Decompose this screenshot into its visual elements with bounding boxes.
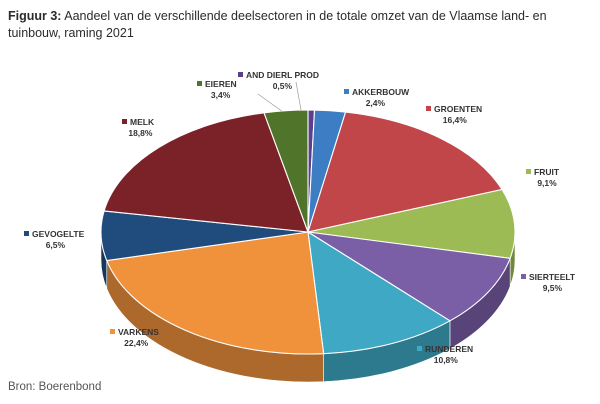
label-value-groenten: 16,4% [443,115,468,125]
figure-title: Figuur 3: Aandeel van de verschillende d… [8,8,592,42]
label-value-akkerbouw: 2,4% [366,98,386,108]
source-note: Bron: Boerenbond [8,381,102,393]
label-marker-melk [122,119,127,124]
label-name-runderen: RUNDEREN [425,344,473,354]
pie-slice-runderen [307,230,452,355]
pie-slice-groenten [307,111,503,233]
label-marker-fruit [526,169,531,174]
pie-labels: AND DIERL PROD0,5%AKKERBOUW2,4%GROENTEN1… [24,70,576,365]
label-value-sierteelt: 9,5% [543,283,563,293]
figure-label: Figuur 3: [8,9,62,23]
label-name-varkens: VARKENS [118,327,159,337]
label-marker-runderen [417,346,422,351]
label-marker-and-dierl-prod [238,72,243,77]
label-value-eieren: 3,4% [211,90,231,100]
label-marker-sierteelt [521,274,526,279]
label-name-gevogelte: GEVOGELTE [32,229,85,239]
figure-caption: Aandeel van de verschillende deelsectore… [8,9,547,40]
label-name-eieren: EIEREN [205,79,237,89]
pie-slice-eieren [263,109,309,233]
pie-slice-varkens [105,231,325,355]
label-name-sierteelt: SIERTEELT [529,272,576,282]
label-value-melk: 18,8% [128,128,153,138]
label-value-and-dierl-prod: 0,5% [273,81,293,91]
label-value-fruit: 9,1% [537,178,557,188]
label-name-and-dierl-prod: AND DIERL PROD [246,70,319,80]
label-marker-akkerbouw [344,89,349,94]
label-value-runderen: 10,8% [434,355,459,365]
pie-slice-sierteelt [307,231,511,322]
label-marker-eieren [197,81,202,86]
label-value-gevogelte: 6,5% [46,240,66,250]
label-name-akkerbouw: AKKERBOUW [352,87,410,97]
label-marker-gevogelte [24,231,29,236]
label-marker-varkens [110,329,115,334]
label-name-fruit: FRUIT [534,167,560,177]
leader-line-and-dierl-prod [295,81,302,111]
label-name-groenten: GROENTEN [434,104,482,114]
pie-slice-fruit [307,188,516,259]
pie-slice-melk [103,112,309,233]
pie-side-walls [100,231,516,383]
label-name-melk: MELK [130,117,155,127]
label-marker-groenten [426,106,431,111]
label-value-varkens: 22,4% [124,338,149,348]
pie-slices [100,109,516,355]
leader-line-eieren [257,93,284,113]
